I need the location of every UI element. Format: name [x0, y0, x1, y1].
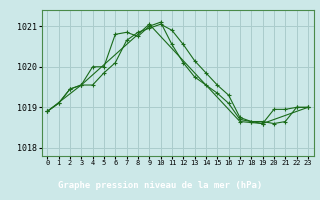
Text: Graphe pression niveau de la mer (hPa): Graphe pression niveau de la mer (hPa) — [58, 182, 262, 190]
